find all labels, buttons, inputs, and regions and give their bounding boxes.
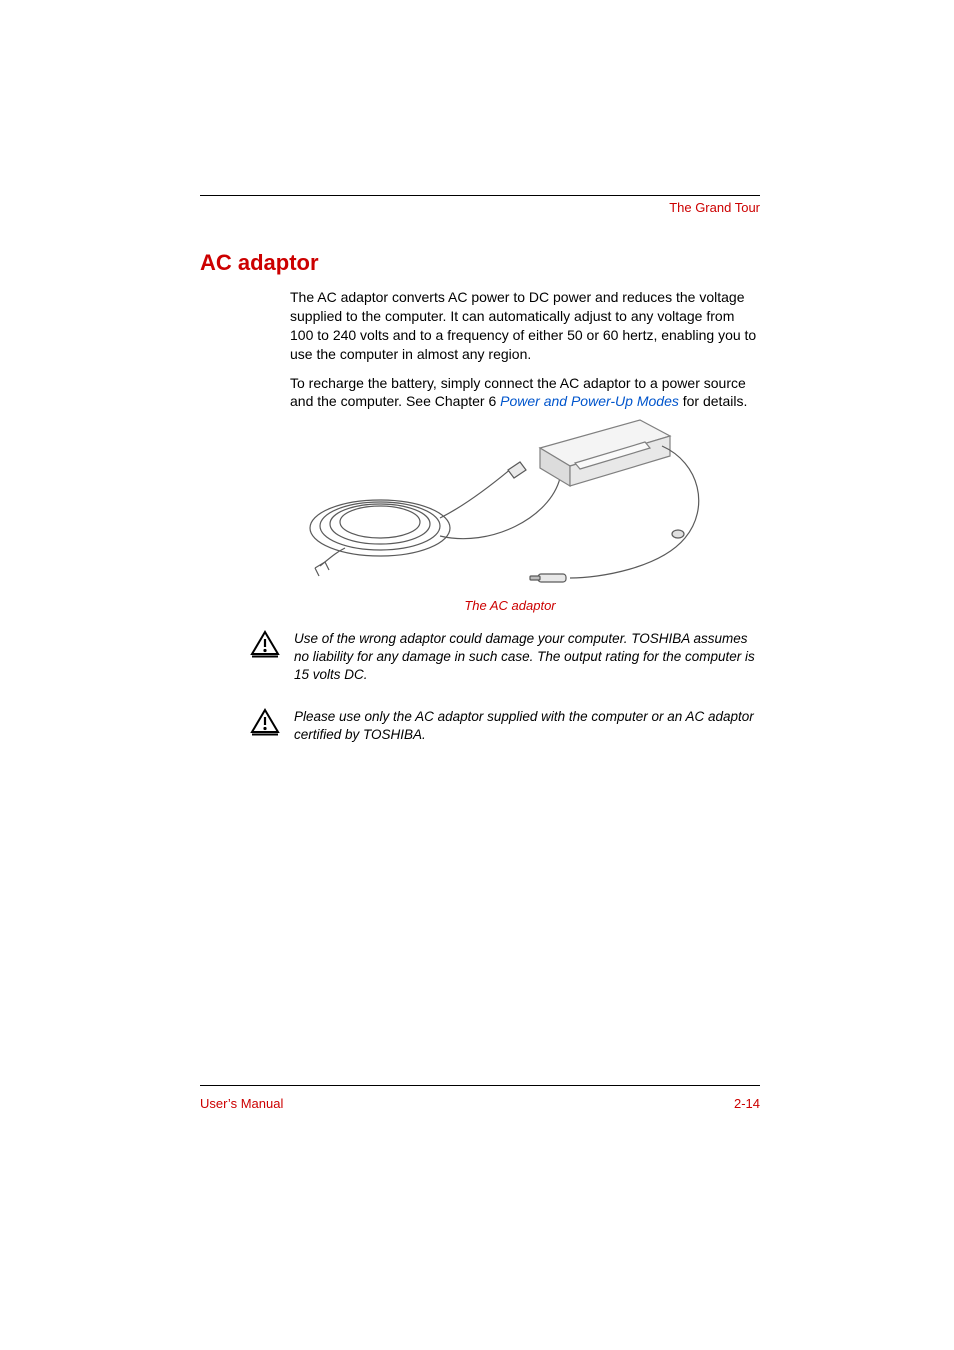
warning-1: Use of the wrong adaptor could damage yo… (250, 630, 760, 685)
ac-adaptor-figure (290, 408, 730, 588)
footer-rule (200, 1085, 760, 1086)
body-text: The AC adaptor converts AC power to DC p… (290, 288, 760, 421)
warning-2-text: Please use only the AC adaptor supplied … (294, 708, 760, 744)
chapter-header: The Grand Tour (200, 195, 760, 215)
page: The Grand Tour AC adaptor The AC adaptor… (0, 0, 954, 1350)
ac-adaptor-illustration (290, 408, 730, 588)
paragraph-2: To recharge the battery, simply connect … (290, 374, 760, 412)
warning-icon (250, 630, 280, 658)
section-title: AC adaptor (200, 250, 319, 276)
paragraph-1: The AC adaptor converts AC power to DC p… (290, 288, 760, 364)
figure-caption: The AC adaptor (290, 598, 730, 613)
chapter-title: The Grand Tour (669, 200, 760, 215)
footer-page-number: 2-14 (734, 1096, 760, 1111)
footer-left: User’s Manual (200, 1096, 283, 1111)
warning-1-text: Use of the wrong adaptor could damage yo… (294, 630, 760, 685)
warning-2: Please use only the AC adaptor supplied … (250, 708, 760, 744)
warning-icon (250, 708, 280, 736)
